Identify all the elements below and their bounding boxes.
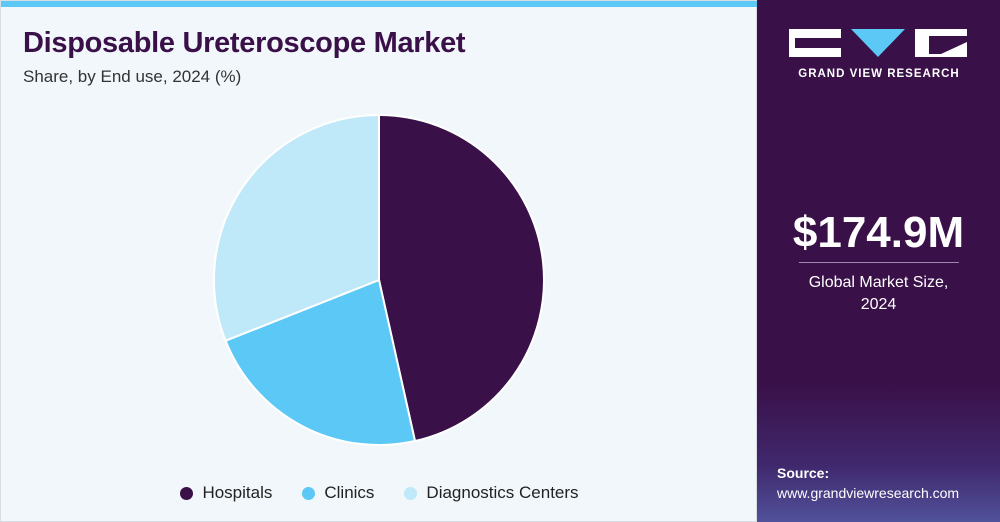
decorative-grid-background xyxy=(757,382,1000,522)
chart-subtitle: Share, by End use, 2024 (%) xyxy=(23,67,242,86)
market-size-caption: Global Market Size, 2024 xyxy=(757,272,1000,316)
legend-item-hospitals: Hospitals xyxy=(180,483,272,503)
pie-slice-hospitals xyxy=(378,113,545,443)
legend-swatch xyxy=(180,486,194,500)
legend-label: Diagnostics Centers xyxy=(426,483,579,502)
legend-item-diagnostics-centers: Diagnostics Centers xyxy=(404,483,579,503)
legend-swatch xyxy=(302,486,316,500)
source-label: Source: xyxy=(777,465,830,481)
caption-line-2: 2024 xyxy=(860,296,897,313)
brand-logo: GRAND VIEW RESEARCH xyxy=(789,26,969,86)
pie-chart xyxy=(213,113,545,446)
legend-item-clinics: Clinics xyxy=(302,483,374,503)
info-panel: GRAND VIEW RESEARCH $174.9M Global Marke… xyxy=(757,0,1000,522)
source-link[interactable]: www.grandviewresearch.com xyxy=(777,485,960,501)
chart-title: Disposable Ureteroscope Market xyxy=(23,27,466,59)
pie-slice-diagnostics-centers xyxy=(213,113,380,343)
chart-panel: Disposable Ureteroscope Market Share, by… xyxy=(0,0,758,522)
caption-line-1: Global Market Size, xyxy=(808,274,949,291)
legend-swatch xyxy=(404,486,418,500)
pie-slice-clinics xyxy=(224,278,417,446)
market-size-value: $174.9M xyxy=(792,208,965,257)
accent-bar xyxy=(1,1,758,7)
legend-label: Clinics xyxy=(324,483,375,502)
logo-mark-icon xyxy=(789,29,967,57)
divider xyxy=(799,262,959,263)
brand-name: GRAND VIEW RESEARCH xyxy=(798,68,960,80)
legend-label: Hospitals xyxy=(202,483,273,502)
chart-legend: Hospitals Clinics Diagnostics Centers xyxy=(1,480,758,506)
